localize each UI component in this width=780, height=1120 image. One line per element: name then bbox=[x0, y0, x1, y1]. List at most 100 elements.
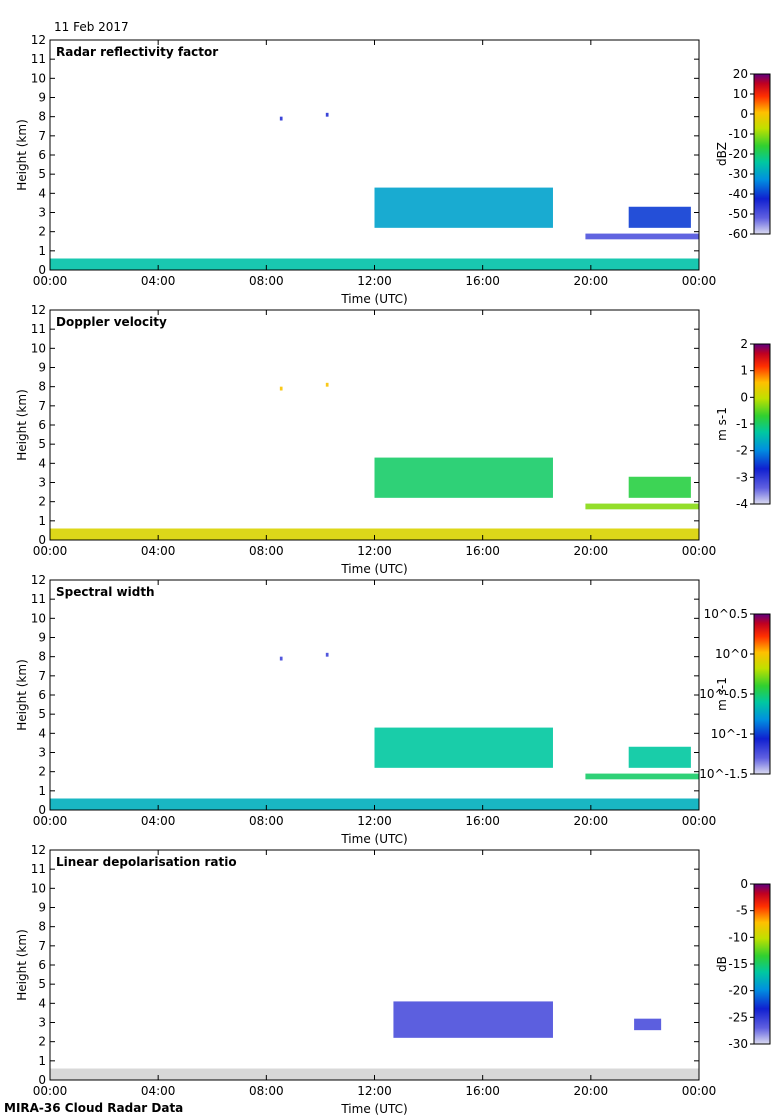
x-tick-label: 20:00 bbox=[574, 1084, 609, 1098]
y-tick-label: 8 bbox=[38, 110, 46, 124]
colorbar-unit-label: m s-1 bbox=[715, 407, 729, 441]
y-tick-label: 7 bbox=[38, 399, 46, 413]
plot-area bbox=[50, 850, 699, 1080]
colorbar-tick-label: 1 bbox=[740, 364, 748, 378]
y-tick-label: 3 bbox=[38, 746, 46, 760]
feature-4 bbox=[279, 386, 283, 391]
x-tick-label: 08:00 bbox=[249, 814, 284, 828]
panel-title: Doppler velocity bbox=[56, 315, 167, 329]
y-tick-label: 7 bbox=[38, 939, 46, 953]
feature-0 bbox=[50, 258, 699, 270]
colorbar-tick-label: -10 bbox=[728, 127, 748, 141]
y-tick-label: 1 bbox=[38, 784, 46, 798]
colorbar-tick-label: -4 bbox=[736, 497, 748, 511]
y-tick-label: 4 bbox=[38, 996, 46, 1010]
data-features bbox=[50, 382, 699, 540]
feature-5 bbox=[325, 652, 329, 657]
x-tick-label: 04:00 bbox=[141, 274, 176, 288]
colorbar-tick-label: 10^0 bbox=[715, 647, 748, 661]
panel-title: Spectral width bbox=[56, 585, 155, 599]
y-tick-label: 9 bbox=[38, 91, 46, 105]
x-tick-label: 20:00 bbox=[574, 814, 609, 828]
colorbar-tick-label: -1 bbox=[736, 417, 748, 431]
y-tick-label: 2 bbox=[38, 1035, 46, 1049]
footer-label: MIRA-36 Cloud Radar Data bbox=[4, 1101, 184, 1115]
feature-2 bbox=[628, 476, 691, 498]
x-axis-label: Time (UTC) bbox=[340, 1102, 407, 1116]
colorbar-tick-label: 2 bbox=[740, 337, 748, 351]
feature-3 bbox=[585, 503, 699, 510]
x-tick-label: 00:00 bbox=[682, 274, 717, 288]
y-tick-label: 3 bbox=[38, 206, 46, 220]
y-tick-label: 8 bbox=[38, 650, 46, 664]
y-tick-label: 0 bbox=[38, 533, 46, 547]
colorbar-tick-label: -25 bbox=[728, 1010, 748, 1024]
y-tick-label: 1 bbox=[38, 244, 46, 258]
x-tick-label: 12:00 bbox=[357, 544, 392, 558]
y-tick-label: 1 bbox=[38, 1054, 46, 1068]
y-tick-label: 11 bbox=[31, 862, 46, 876]
plot-area bbox=[50, 580, 699, 810]
x-tick-label: 20:00 bbox=[574, 544, 609, 558]
y-tick-label: 7 bbox=[38, 129, 46, 143]
y-tick-label: 6 bbox=[38, 148, 46, 162]
colorbar-unit-label: dBZ bbox=[715, 142, 729, 166]
y-tick-label: 9 bbox=[38, 901, 46, 915]
colorbar-tick-label: 10^-1.5 bbox=[699, 767, 748, 781]
colorbar bbox=[753, 613, 771, 775]
x-tick-label: 04:00 bbox=[141, 814, 176, 828]
colorbar bbox=[753, 883, 771, 1045]
plot-area bbox=[50, 40, 699, 270]
x-tick-label: 08:00 bbox=[249, 274, 284, 288]
panel-title: Linear depolarisation ratio bbox=[56, 855, 237, 869]
panel-title: Radar reflectivity factor bbox=[56, 45, 218, 59]
feature-3 bbox=[585, 773, 699, 780]
x-tick-label: 16:00 bbox=[465, 274, 500, 288]
y-tick-label: 12 bbox=[31, 33, 46, 47]
colorbar-tick-label: -2 bbox=[736, 444, 748, 458]
x-tick-label: 00:00 bbox=[682, 814, 717, 828]
y-tick-label: 6 bbox=[38, 688, 46, 702]
y-axis-label: Height (km) bbox=[15, 929, 29, 1000]
y-tick-label: 11 bbox=[31, 52, 46, 66]
colorbar-tick-label: -10 bbox=[728, 930, 748, 944]
x-tick-label: 04:00 bbox=[141, 1084, 176, 1098]
colorbar-tick-label: -20 bbox=[728, 147, 748, 161]
colorbar-tick-label: 0 bbox=[740, 107, 748, 121]
y-tick-label: 4 bbox=[38, 456, 46, 470]
colorbar-tick-label: -50 bbox=[728, 207, 748, 221]
feature-0 bbox=[50, 1068, 699, 1080]
feature-4 bbox=[279, 116, 283, 121]
feature-1 bbox=[393, 1001, 553, 1038]
colorbar-tick-label: -3 bbox=[736, 470, 748, 484]
date-label: 11 Feb 2017 bbox=[54, 20, 129, 34]
x-tick-label: 16:00 bbox=[465, 1084, 500, 1098]
plot-area bbox=[50, 310, 699, 540]
x-tick-label: 08:00 bbox=[249, 1084, 284, 1098]
colorbar bbox=[753, 343, 771, 505]
y-tick-label: 8 bbox=[38, 920, 46, 934]
y-tick-label: 8 bbox=[38, 380, 46, 394]
colorbar bbox=[753, 73, 771, 235]
x-tick-label: 00:00 bbox=[682, 544, 717, 558]
x-axis-label: Time (UTC) bbox=[340, 832, 407, 846]
y-tick-label: 12 bbox=[31, 843, 46, 857]
y-tick-label: 10 bbox=[31, 341, 46, 355]
x-tick-label: 12:00 bbox=[357, 1084, 392, 1098]
y-tick-label: 0 bbox=[38, 1073, 46, 1087]
y-tick-label: 0 bbox=[38, 803, 46, 817]
feature-0 bbox=[50, 528, 699, 540]
x-axis-label: Time (UTC) bbox=[340, 562, 407, 576]
colorbar-tick-label: 10^-1 bbox=[711, 727, 748, 741]
y-tick-label: 7 bbox=[38, 669, 46, 683]
y-tick-label: 12 bbox=[31, 303, 46, 317]
colorbar-tick-label: 20 bbox=[733, 67, 748, 81]
feature-4 bbox=[279, 656, 283, 661]
colorbar-tick-label: -30 bbox=[728, 1037, 748, 1051]
y-tick-label: 4 bbox=[38, 726, 46, 740]
x-tick-label: 04:00 bbox=[141, 544, 176, 558]
x-tick-label: 00:00 bbox=[33, 814, 68, 828]
colorbar-tick-label: -20 bbox=[728, 984, 748, 998]
